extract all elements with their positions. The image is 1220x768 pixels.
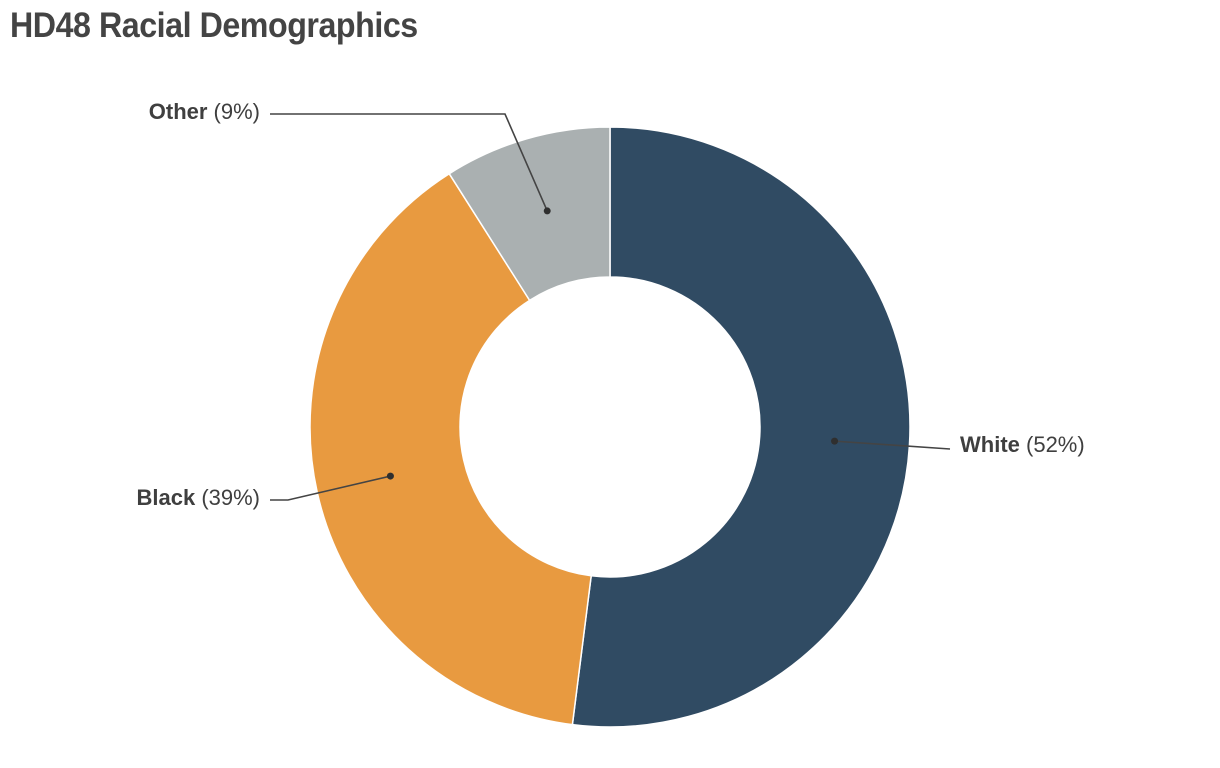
slice-black — [309, 172, 593, 726]
slice-label-value-black: (39%) — [195, 485, 260, 510]
slice-label-name-black: Black — [136, 485, 195, 510]
slice-label-name-other: Other — [149, 99, 208, 124]
leader-line-white — [834, 440, 951, 450]
slice-label-black: Black (39%) — [136, 485, 260, 510]
leader-lines-layer — [270, 113, 951, 501]
labels-layer: White (52%) Black (39%) Other (9%) — [136, 99, 1084, 510]
leader-line-black — [270, 475, 391, 501]
slice-white — [571, 126, 911, 728]
slice-label-value-other: (9%) — [207, 99, 260, 124]
chart-title: HD48 Racial Demographics — [10, 6, 418, 45]
slice-other — [448, 126, 611, 302]
leader-dot-white — [831, 437, 839, 445]
leader-dot-other — [543, 207, 551, 215]
leader-dot-black — [386, 472, 394, 480]
slice-label-name-white: White — [960, 432, 1020, 457]
slice-label-white: White (52%) — [960, 432, 1085, 457]
slice-label-other: Other (9%) — [149, 99, 260, 124]
leader-line-other — [270, 113, 548, 212]
slices-layer — [309, 126, 911, 728]
slice-label-value-white: (52%) — [1020, 432, 1085, 457]
